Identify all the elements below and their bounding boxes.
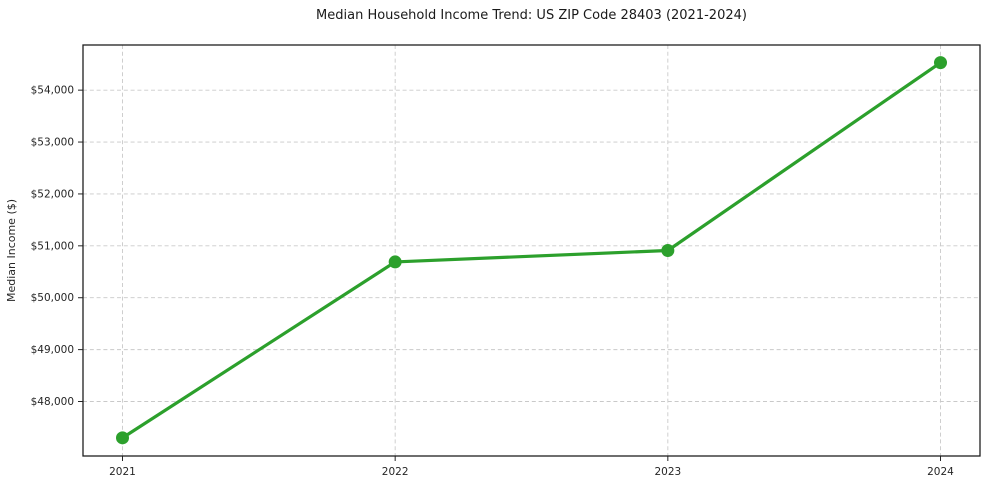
data-line: [120, 61, 943, 440]
x-tick-label: 2021: [109, 466, 136, 478]
y-tick-label: $52,000: [31, 188, 74, 200]
y-tick-label: $54,000: [31, 85, 74, 97]
y-tick-label: $51,000: [31, 240, 74, 252]
chart-title: Median Household Income Trend: US ZIP Co…: [316, 8, 747, 23]
y-tick-label: $49,000: [31, 344, 74, 356]
x-tick-label: 2022: [382, 466, 409, 478]
y-tick-label: $50,000: [31, 292, 74, 304]
y-tick-label: $53,000: [31, 137, 74, 149]
data-point: [388, 255, 402, 269]
plot-frame: [82, 44, 981, 457]
x-tick-label: 2023: [654, 466, 681, 478]
y-tick-label: $48,000: [31, 396, 74, 408]
x-tick-label: 2024: [927, 466, 954, 478]
data-point: [934, 56, 947, 70]
y-axis-label: Median Income ($): [5, 199, 18, 302]
data-point: [116, 431, 129, 445]
data-point: [661, 244, 675, 257]
